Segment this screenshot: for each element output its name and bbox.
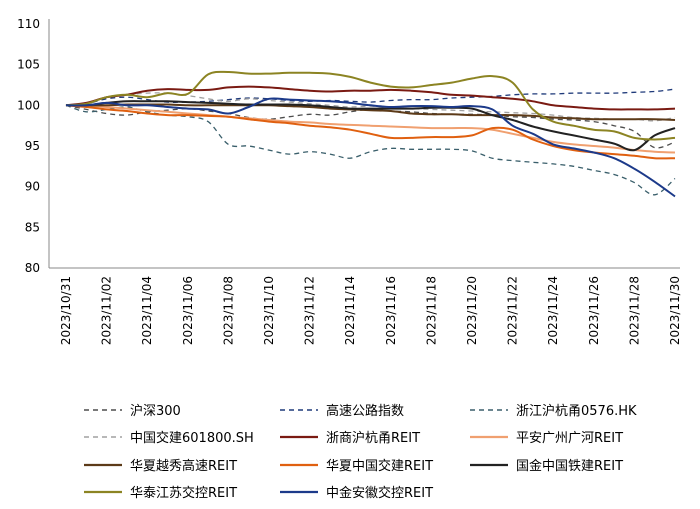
x-tick-label: 2023/11/12 bbox=[303, 276, 317, 345]
x-tick-label: 2023/11/20 bbox=[465, 276, 479, 345]
series-line bbox=[65, 100, 676, 152]
x-tick-label: 2023/11/26 bbox=[587, 276, 601, 345]
x-tick-label: 2023/11/10 bbox=[262, 276, 276, 345]
legend-label: 高速公路指数 bbox=[326, 403, 404, 419]
x-tick-label: 2023/11/16 bbox=[384, 276, 398, 345]
x-tick-label: 2023/11/18 bbox=[424, 276, 438, 345]
series-line bbox=[65, 85, 676, 111]
y-tick-label: 80 bbox=[25, 261, 40, 275]
y-tick-label: 90 bbox=[25, 180, 40, 194]
legend-label: 中金安徽交控REIT bbox=[326, 485, 433, 501]
x-tick-labels: 2023/10/31 2023/11/02 2023/11/04 2023/11/06… bbox=[59, 276, 682, 345]
x-tick-label: 2023/10/31 bbox=[59, 276, 73, 345]
series-line bbox=[66, 103, 676, 121]
legend-label: 平安广州广河REIT bbox=[516, 431, 623, 446]
x-tick-label: 2023/11/24 bbox=[546, 276, 560, 345]
x-tick-label: 2023/11/02 bbox=[100, 276, 114, 345]
x-tick-label: 2023/11/04 bbox=[140, 276, 154, 345]
series-line bbox=[65, 104, 676, 160]
x-tick-label: 2023/11/30 bbox=[668, 276, 682, 345]
series-lines bbox=[65, 70, 676, 198]
y-tick-label: 85 bbox=[25, 220, 40, 234]
legend-label: 国金中国铁建REIT bbox=[516, 458, 623, 474]
legend-label: 沪深300 bbox=[130, 403, 181, 419]
x-tick-label: 2023/11/08 bbox=[221, 276, 235, 345]
y-tick-labels: 80 85 90 95 100 105 110 bbox=[17, 17, 40, 275]
y-tick-label: 95 bbox=[25, 139, 40, 153]
y-tick-label: 110 bbox=[17, 17, 40, 31]
series-line bbox=[65, 104, 676, 154]
legend-label: 浙商沪杭甬REIT bbox=[326, 430, 420, 446]
y-tick-label: 105 bbox=[17, 58, 40, 72]
legend-label: 中国交建601800.SH bbox=[130, 430, 254, 446]
x-tick-label: 2023/11/22 bbox=[506, 276, 520, 345]
x-tick-label: 2023/11/28 bbox=[627, 276, 641, 345]
chart-legend: 沪深300 高速公路指数 浙江沪杭甬0576.HK 中国交建601800.SH 浙商沪杭… bbox=[84, 403, 637, 501]
legend-label: 华夏越秀高速REIT bbox=[130, 458, 237, 474]
y-tick-label: 100 bbox=[17, 98, 40, 112]
series-line bbox=[65, 97, 676, 198]
x-tick-label: 2023/11/06 bbox=[181, 276, 195, 345]
x-tick-label: 2023/11/14 bbox=[343, 276, 357, 345]
series-line bbox=[65, 70, 676, 141]
legend-label: 浙江沪杭甬0576.HK bbox=[516, 403, 637, 419]
chart-axes bbox=[48, 19, 680, 269]
legend-label: 华泰江苏交控REIT bbox=[130, 485, 237, 501]
legend-label: 华夏中国交建REIT bbox=[326, 458, 433, 474]
